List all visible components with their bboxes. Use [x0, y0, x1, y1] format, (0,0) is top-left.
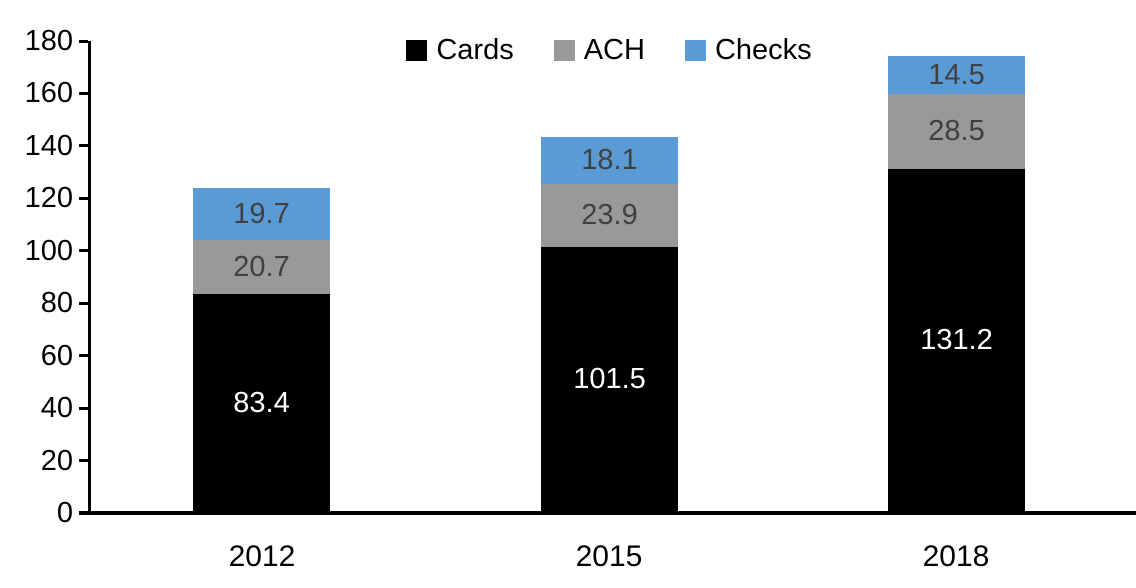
bar-2015: 101.5 23.9 18.1: [541, 136, 678, 513]
x-axis-category-label: 2012: [228, 540, 296, 573]
bar-segment-2015-checks: 18.1: [541, 136, 678, 185]
y-axis-tick: [79, 92, 88, 95]
bar-2018: 131.2 28.5 14.5: [888, 56, 1025, 513]
x-axis-line: [79, 511, 1136, 515]
segment-value-label: 83.4: [233, 387, 290, 420]
segment-value-label: 28.5: [928, 115, 985, 148]
bar-segment-2012-checks: 19.7: [193, 188, 330, 241]
y-axis-tick-label: 120: [24, 182, 73, 214]
segment-value-label: 131.2: [920, 324, 993, 357]
bar-segment-2015-cards: 101.5: [541, 246, 678, 513]
y-axis-tick: [79, 40, 88, 43]
y-axis-tick: [79, 249, 88, 252]
bar-segment-2012-cards: 83.4: [193, 294, 330, 513]
bar-segment-2018-checks: 14.5: [888, 56, 1025, 95]
bar-2012: 83.4 20.7 19.7: [193, 188, 330, 513]
plot-area: [88, 41, 1133, 513]
y-axis-tick-label: 160: [24, 77, 73, 109]
y-axis-tick-label: 80: [40, 287, 73, 319]
segment-value-label: 20.7: [233, 250, 290, 283]
y-axis-tick-label: 40: [40, 392, 73, 424]
y-axis-tick: [79, 302, 88, 305]
y-axis-tick: [79, 459, 88, 462]
y-axis-tick: [79, 144, 88, 147]
segment-value-label: 19.7: [233, 197, 290, 230]
x-axis-category-label: 2018: [922, 540, 990, 573]
segment-value-label: 14.5: [928, 58, 985, 91]
segment-value-label: 101.5: [573, 363, 646, 396]
y-axis-tick-label: 180: [24, 25, 73, 57]
y-axis-tick-label: 0: [56, 497, 73, 529]
segment-value-label: 18.1: [581, 143, 638, 176]
bar-segment-2012-ach: 20.7: [193, 240, 330, 295]
x-axis-category-label: 2015: [575, 540, 643, 573]
bar-segment-2015-ach: 23.9: [541, 184, 678, 247]
bar-segment-2018-ach: 28.5: [888, 94, 1025, 169]
y-axis-tick: [79, 512, 88, 515]
bar-segment-2018-cards: 131.2: [888, 168, 1025, 513]
segment-value-label: 23.9: [581, 199, 638, 232]
y-axis-tick: [79, 407, 88, 410]
y-axis-tick-label: 100: [24, 235, 73, 267]
y-axis-tick-label: 20: [40, 445, 73, 477]
y-axis-tick: [79, 197, 88, 200]
y-axis-tick-label: 60: [40, 340, 73, 372]
y-axis-tick-label: 140: [24, 130, 73, 162]
y-axis-tick: [79, 354, 88, 357]
